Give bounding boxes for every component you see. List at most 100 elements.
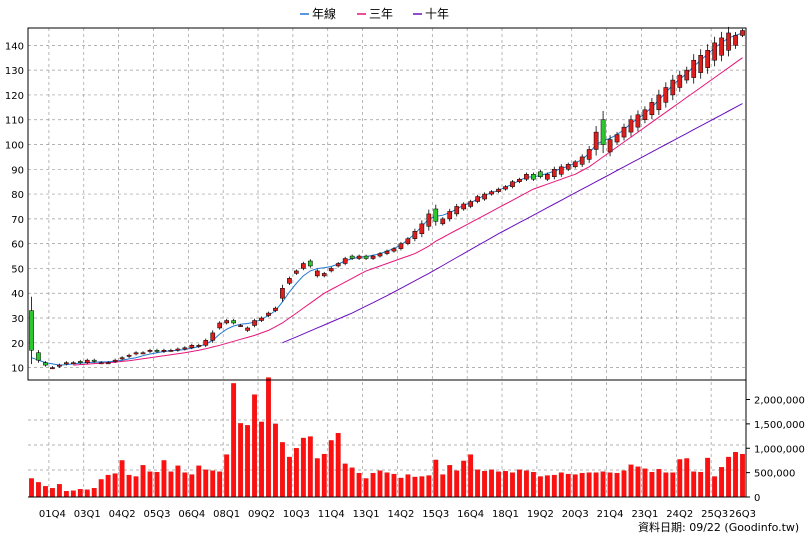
volume-bar <box>677 459 683 498</box>
candle-body-up <box>105 362 111 365</box>
volume-bar <box>49 488 55 498</box>
candle-body-up <box>370 255 376 259</box>
candle-body-down <box>349 255 355 259</box>
volume-bar <box>161 460 167 498</box>
candle-body-up <box>335 263 341 267</box>
price-tick-label: 120 <box>5 91 24 102</box>
volume-bar <box>335 432 341 498</box>
volume-bar <box>140 465 146 498</box>
price-tick-label: 60 <box>11 240 24 251</box>
footer-source: (Goodinfo.tw) <box>724 521 799 534</box>
candle-body-up <box>447 211 453 220</box>
candle-body-up <box>273 307 278 311</box>
candle-body-up <box>558 166 564 175</box>
volume-bar <box>356 472 362 498</box>
candle-body-up <box>63 362 69 365</box>
price-tick-label: 10 <box>11 364 24 375</box>
candle-body-up <box>70 362 76 365</box>
candle-body-up <box>294 270 299 274</box>
candle-body-down <box>231 320 236 324</box>
volume-bar <box>189 474 195 498</box>
volume-bar <box>600 471 606 498</box>
x-tick-label: 14Q2 <box>387 509 414 520</box>
volume-bar <box>454 470 460 498</box>
volume-bar <box>684 458 690 498</box>
candle-body-up <box>551 169 557 177</box>
candle-body-up <box>224 320 230 324</box>
volume-bar <box>726 456 731 498</box>
candle-body-up <box>628 119 634 133</box>
price-tick-label: 140 <box>5 41 24 52</box>
x-axis: 01Q4 03Q1 04Q2 05Q3 06Q4 08Q1 09Q2 10Q3 11Q4 13Q1… <box>39 509 756 520</box>
candle-body-up <box>649 102 655 116</box>
candle-body-up <box>245 327 250 331</box>
candle-body-up <box>565 164 571 170</box>
volume-bar <box>182 472 188 498</box>
candle-body-down <box>538 171 543 177</box>
ma-line-3yr <box>73 57 743 366</box>
candle-body-down <box>91 359 97 362</box>
volume-bar <box>398 477 404 498</box>
x-tick-label: 01Q4 <box>39 509 66 520</box>
candle-body-up <box>126 354 132 357</box>
legend-label-year: 年線 <box>312 6 336 21</box>
candle-body-up <box>328 268 334 272</box>
volume-bar <box>663 472 669 498</box>
x-tick-label: 06Q4 <box>178 509 205 520</box>
candle-body-up <box>517 178 522 182</box>
volume-bar <box>133 476 139 498</box>
price-tick-label: 130 <box>5 66 24 77</box>
candle-body-up <box>663 87 669 103</box>
candle-body-up <box>719 37 724 56</box>
x-tick-label: 21Q4 <box>597 509 624 520</box>
candle-body-up <box>252 320 257 326</box>
volume-bar <box>147 471 153 498</box>
x-tick-label: 04Q2 <box>109 509 136 520</box>
legend: 年線 三年 十年 <box>300 6 449 21</box>
candlesticks <box>29 26 745 370</box>
volume-bar <box>266 377 271 498</box>
candle-body-up <box>140 352 146 355</box>
volume-bar <box>586 472 592 498</box>
candle-body-up <box>50 367 55 370</box>
candle-body-up <box>238 325 243 327</box>
volume-bar <box>517 469 522 498</box>
volume-bar <box>126 474 132 498</box>
volume-bar <box>530 471 536 498</box>
candle-body-up <box>593 131 599 150</box>
volume-bar <box>314 458 320 498</box>
volume-bar <box>551 474 557 498</box>
candle-body-up <box>524 174 529 180</box>
volume-bar <box>252 394 257 498</box>
volume-bar <box>579 472 585 498</box>
volume-bar <box>712 476 718 498</box>
candle-body-up <box>733 35 738 46</box>
price-tick-label: 110 <box>5 116 24 127</box>
volume-bar <box>461 460 467 498</box>
x-tick-label: 18Q1 <box>492 509 519 520</box>
volume-bar <box>98 479 104 498</box>
candle-body-down <box>307 260 313 267</box>
volume-bar <box>112 473 118 498</box>
x-tick-label: 19Q2 <box>527 509 554 520</box>
candle-body-up <box>670 79 676 96</box>
volume-bar <box>572 474 578 498</box>
volume-bar <box>238 423 244 498</box>
candle-body-up <box>440 218 446 225</box>
volume-bar <box>384 472 390 498</box>
volume-bar <box>607 472 613 498</box>
volume-bar <box>719 467 725 498</box>
candle-body-up <box>607 139 613 153</box>
candle-body-up <box>314 270 320 277</box>
candle-body-up <box>468 201 473 207</box>
volume-bar <box>293 448 299 498</box>
candle-body-down <box>77 361 83 363</box>
price-axis: 10 20 30 40 50 60 70 80 90 100 110 120 130 140 <box>5 41 24 374</box>
candle-body-up <box>112 359 118 362</box>
volume-bar <box>328 440 334 498</box>
candle-body-up <box>684 69 690 81</box>
volume-bar <box>63 490 69 498</box>
x-tick-label: 09Q2 <box>248 509 275 520</box>
candle-body-up <box>384 250 390 254</box>
volume-bar <box>377 470 383 498</box>
